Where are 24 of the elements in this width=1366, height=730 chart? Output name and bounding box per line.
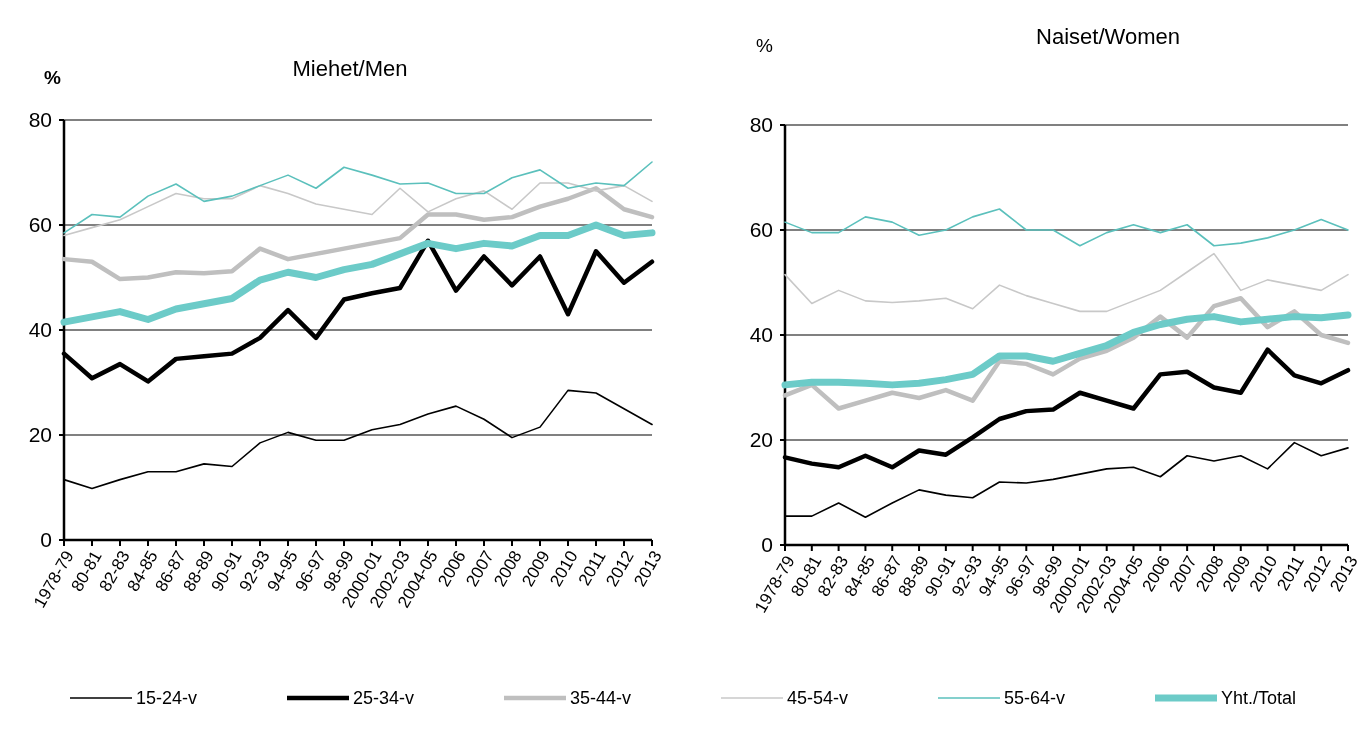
chart-title: Naiset/Women bbox=[1036, 24, 1180, 49]
legend-label: 45-54-v bbox=[787, 688, 849, 709]
line-series bbox=[784, 252, 1349, 313]
legend-label: 55-64-v bbox=[1004, 688, 1066, 709]
y-tick-label: 20 bbox=[749, 428, 773, 452]
y-tick-label: 80 bbox=[749, 113, 773, 137]
y-tick-label: 0 bbox=[40, 528, 52, 552]
line-series bbox=[63, 161, 653, 234]
y-tick-label: 20 bbox=[28, 423, 52, 447]
y-tick-label: 0 bbox=[761, 533, 773, 557]
line-series bbox=[61, 186, 655, 282]
y-tick-label: 60 bbox=[28, 213, 52, 237]
y-tick-label: 40 bbox=[28, 318, 52, 342]
y-tick-label: 80 bbox=[28, 108, 52, 132]
legend-label: 15-24-v bbox=[136, 688, 198, 709]
y-tick-label: 40 bbox=[749, 323, 773, 347]
y-tick-label: 60 bbox=[749, 218, 773, 242]
y-axis-title: % bbox=[44, 67, 61, 88]
chart-title: Miehet/Men bbox=[292, 56, 408, 81]
y-axis-title: % bbox=[756, 35, 773, 56]
legend-label: 35-44-v bbox=[570, 688, 632, 709]
legend-label: 25-34-v bbox=[353, 688, 415, 709]
legend-label: Yht./Total bbox=[1221, 688, 1297, 709]
line-series bbox=[784, 208, 1349, 247]
